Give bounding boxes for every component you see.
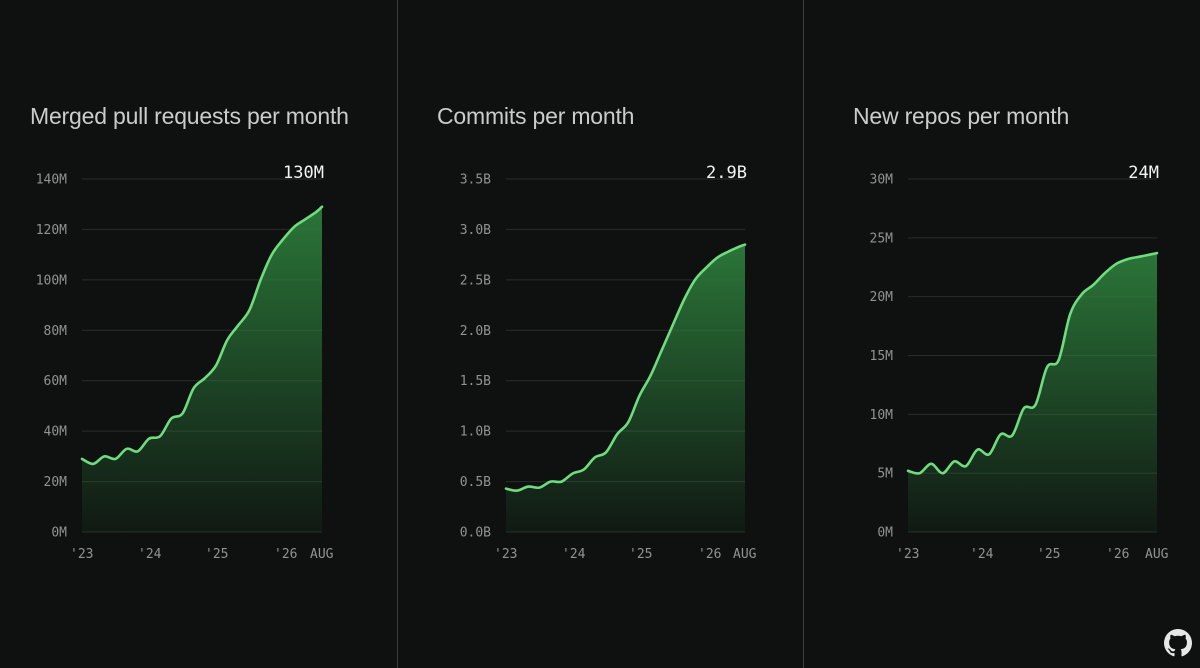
- y-tick-label: 2.0B: [460, 324, 491, 339]
- series-area: [506, 244, 745, 532]
- y-tick-label: 25M: [870, 231, 894, 246]
- y-tick-label: 1.5B: [460, 374, 491, 389]
- series-area: [82, 206, 322, 532]
- y-tick-label: 60M: [44, 374, 68, 389]
- chart-title: Commits per month: [437, 103, 635, 129]
- x-tick-label: '25: [1037, 547, 1060, 562]
- y-tick-label: 0.5B: [460, 475, 491, 490]
- latest-value-label: 24M: [1128, 163, 1159, 183]
- panel-divider: [803, 0, 804, 668]
- series-line: [504, 243, 747, 492]
- x-tick-label: '24: [138, 547, 162, 562]
- x-tick-label: '24: [562, 547, 586, 562]
- y-tick-label: 100M: [36, 273, 67, 288]
- x-tick-label: '23: [896, 547, 919, 562]
- x-tick-label: '26: [1106, 547, 1129, 562]
- github-octocat-icon: [1164, 629, 1192, 657]
- y-tick-label: 2.5B: [460, 273, 491, 288]
- x-tick-label: '26: [274, 547, 297, 562]
- x-tick-label: AUG: [733, 547, 757, 562]
- latest-value-label: 130M: [283, 163, 324, 183]
- x-tick-label: '23: [70, 547, 93, 562]
- y-tick-label: 140M: [36, 173, 67, 188]
- y-tick-label: 20M: [870, 290, 894, 305]
- x-tick-label: '23: [494, 547, 517, 562]
- x-tick-label: AUG: [1145, 547, 1169, 562]
- latest-value-label: 2.9B: [706, 163, 747, 183]
- chart-merged-prs: 0M 20M 40M 60M 80M 100M 120M 140M '23 '24 '25 '26 AU…: [36, 163, 334, 562]
- y-tick-label: 120M: [36, 223, 67, 238]
- x-tick-label: AUG: [310, 547, 334, 562]
- y-tick-label: 5M: [877, 467, 893, 482]
- series-line: [80, 205, 324, 466]
- x-tick-label: '24: [970, 547, 994, 562]
- y-tick-label: 40M: [44, 425, 68, 440]
- y-tick-label: 1.0B: [460, 425, 491, 440]
- chart-panel-new-repos: New repos per month 0M 5M 10M 15M 20M 25M 30M '…: [804, 0, 1200, 668]
- chart-panel-commits: Commits per month 0.0B 0.5B 1.0B 1.5B 2.0B 2.…: [398, 0, 803, 668]
- x-tick-label: '26: [698, 547, 721, 562]
- y-tick-label: 3.5B: [460, 173, 491, 188]
- y-tick-label: 10M: [870, 408, 894, 423]
- y-tick-label: 30M: [870, 173, 894, 188]
- chart-commits: 0.0B 0.5B 1.0B 1.5B 2.0B 2.5B 3.0B 3.5B '23 '24 '2…: [460, 163, 757, 562]
- chart-new-repos: 0M 5M 10M 15M 20M 25M 30M '23 '24 '25 '26 AUG 24M: [870, 163, 1169, 562]
- series-line: [906, 251, 1159, 475]
- chart-title: New repos per month: [853, 103, 1070, 129]
- y-tick-label: 0.0B: [460, 526, 491, 541]
- y-tick-label: 15M: [870, 349, 894, 364]
- series-area: [908, 253, 1157, 532]
- y-tick-label: 0M: [51, 526, 67, 541]
- chart-title: Merged pull requests per month: [30, 103, 349, 129]
- x-tick-label: '25: [205, 547, 228, 562]
- y-tick-label: 3.0B: [460, 223, 491, 238]
- x-tick-label: '25: [629, 547, 652, 562]
- y-tick-label: 20M: [44, 475, 68, 490]
- y-tick-label: 0M: [877, 526, 893, 541]
- y-tick-label: 80M: [44, 324, 68, 339]
- panel-divider: [397, 0, 398, 668]
- chart-panel-merged-prs: Merged pull requests per month 0M 20M 40M 6…: [0, 0, 398, 668]
